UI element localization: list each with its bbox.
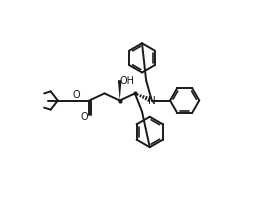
Text: O: O: [81, 111, 88, 121]
Text: O: O: [72, 90, 80, 100]
Text: OH: OH: [120, 75, 135, 85]
Polygon shape: [118, 81, 122, 101]
Text: N: N: [148, 96, 156, 106]
